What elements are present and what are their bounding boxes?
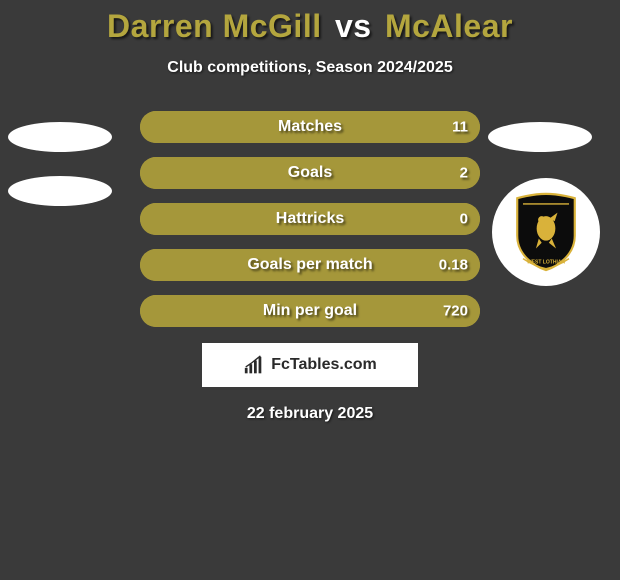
stat-row: Goals 2 <box>140 157 480 189</box>
title-player2: McAlear <box>385 8 513 44</box>
stat-value-right: 0 <box>460 211 468 228</box>
title-vs: vs <box>335 8 372 44</box>
date-label: 22 february 2025 <box>0 405 620 423</box>
stat-label: Matches <box>278 118 342 136</box>
stat-label: Hattricks <box>276 210 344 228</box>
brand-text: FcTables.com <box>271 356 377 374</box>
placeholder-ellipse <box>8 122 112 152</box>
stat-value-right: 2 <box>460 165 468 182</box>
stats-bars: Matches 11 Goals 2 Hattricks 0 Goals per match… <box>140 111 480 327</box>
stat-row: Goals per match 0.18 <box>140 249 480 281</box>
shield-icon: WEST LOTHIAN <box>510 191 582 273</box>
club-crest: WEST LOTHIAN <box>492 178 600 286</box>
stat-row: Hattricks 0 <box>140 203 480 235</box>
title-player1: Darren McGill <box>107 8 322 44</box>
brand-box: FcTables.com <box>202 343 418 387</box>
crest-banner-text: WEST LOTHIAN <box>527 260 566 266</box>
page-title: Darren McGill vs McAlear <box>0 8 620 45</box>
placeholder-ellipse <box>8 176 112 206</box>
bar-chart-icon <box>243 355 265 375</box>
stat-label: Goals per match <box>247 256 372 274</box>
stat-label: Min per goal <box>263 302 357 320</box>
stat-row: Matches 11 <box>140 111 480 143</box>
stat-value-right: 0.18 <box>439 257 468 274</box>
stat-value-right: 720 <box>443 303 468 320</box>
subtitle: Club competitions, Season 2024/2025 <box>0 59 620 77</box>
stat-label: Goals <box>288 164 332 182</box>
stat-value-right: 11 <box>452 119 468 136</box>
left-player-badges <box>8 122 118 230</box>
comparison-card: Darren McGill vs McAlear Club competitio… <box>0 0 620 423</box>
placeholder-ellipse <box>488 122 592 152</box>
stat-row: Min per goal 720 <box>140 295 480 327</box>
